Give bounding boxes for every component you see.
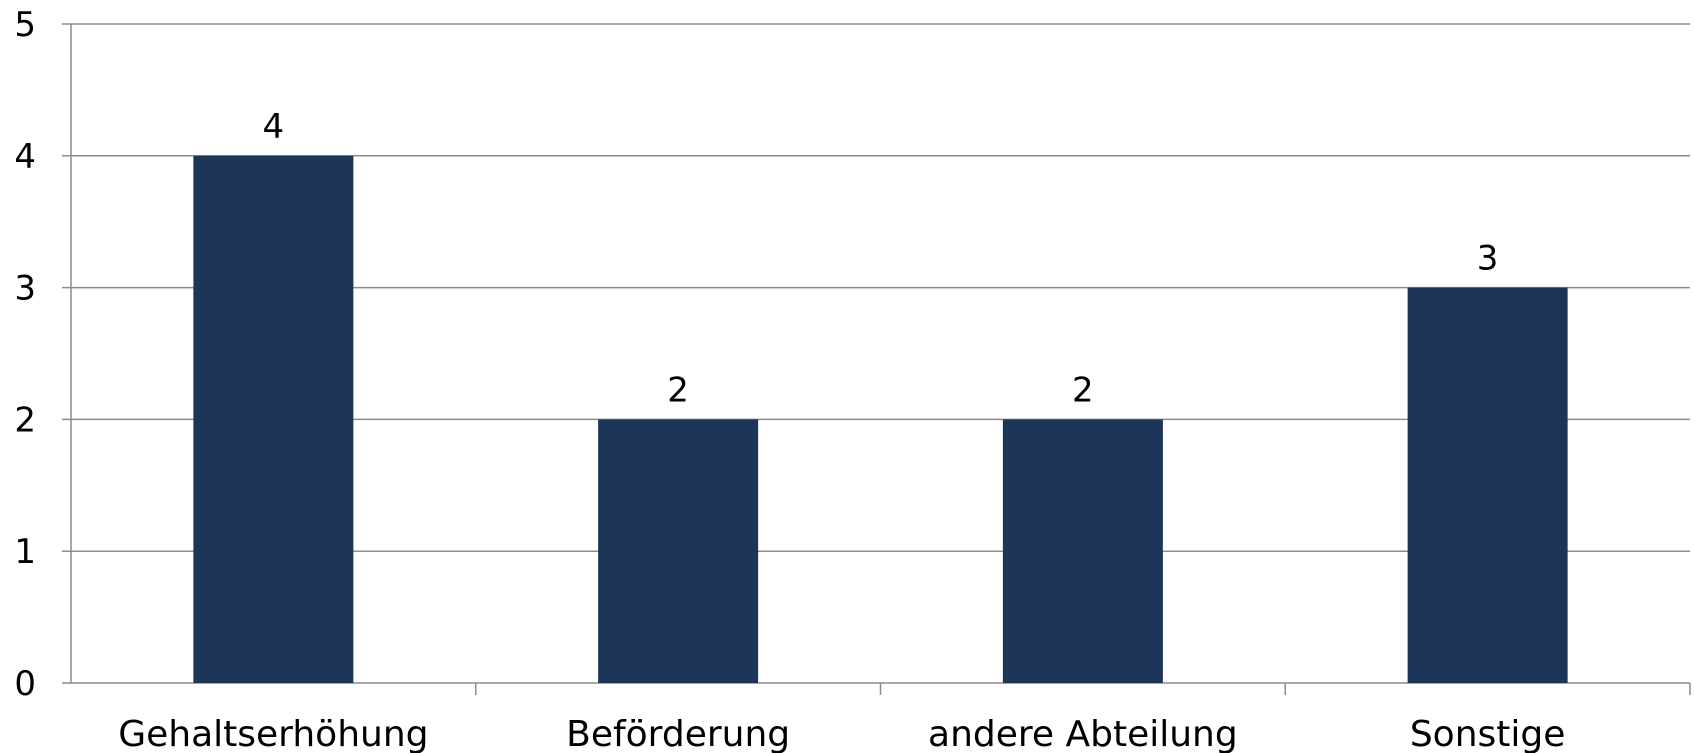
y-tick-label: 5 <box>14 5 36 45</box>
bar-value-label: 2 <box>1072 370 1094 410</box>
category-label: Beförderung <box>566 714 790 753</box>
y-tick-label: 0 <box>14 664 36 704</box>
bar-value-label: 4 <box>263 107 285 147</box>
category-labels: Gehaltserhöhung Beförderung andere Abteilu… <box>118 714 1565 753</box>
x-axis-ticks <box>475 683 1691 695</box>
y-axis-tick-labels: 0 1 2 3 4 5 <box>14 5 36 704</box>
y-tick-label: 2 <box>14 400 36 440</box>
data-labels: 4 2 2 3 <box>263 107 1499 411</box>
bar-value-label: 2 <box>667 370 689 410</box>
category-label: andere Abteilung <box>928 714 1238 753</box>
y-tick-label: 1 <box>14 532 36 572</box>
bar <box>1407 287 1568 683</box>
bars <box>193 155 1568 684</box>
y-tick-label: 3 <box>14 269 36 309</box>
bar <box>598 419 759 683</box>
y-tick-label: 4 <box>14 137 36 177</box>
category-label: Sonstige <box>1410 714 1566 753</box>
bar <box>193 155 354 684</box>
category-label: Gehaltserhöhung <box>118 714 428 753</box>
bar <box>1002 419 1163 683</box>
bar-value-label: 3 <box>1477 239 1499 279</box>
